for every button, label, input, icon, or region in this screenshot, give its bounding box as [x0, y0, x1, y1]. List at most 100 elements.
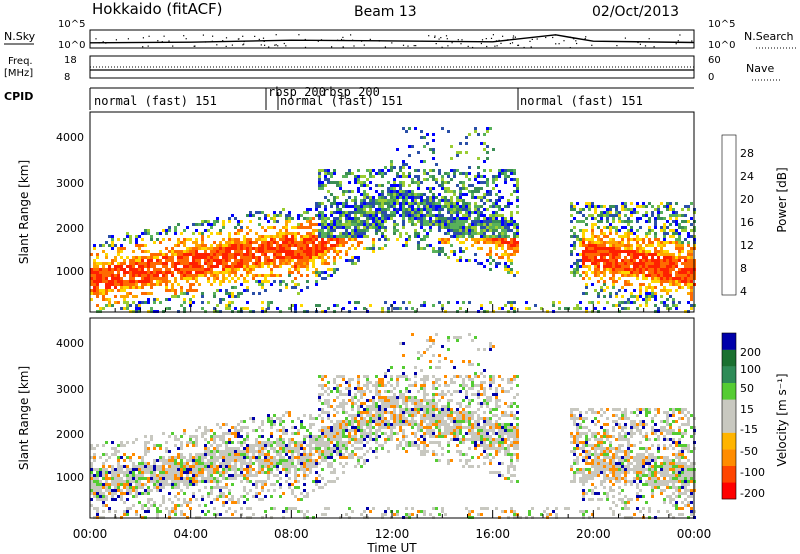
power-cell	[609, 238, 612, 241]
velocity-cell	[345, 402, 348, 405]
power-cell	[168, 268, 171, 271]
power-cell	[588, 238, 591, 241]
power-cell	[189, 271, 192, 274]
noise-sample-dot	[225, 45, 227, 47]
power-cell	[366, 247, 369, 250]
power-cell	[174, 253, 177, 256]
power-cell	[666, 307, 669, 310]
noise-sample-dot	[434, 36, 436, 38]
power-cell	[291, 271, 294, 274]
power-cell	[279, 235, 282, 238]
power-cell	[645, 256, 648, 259]
power-cell	[327, 169, 330, 172]
velocity-cell	[330, 420, 333, 423]
power-cell	[141, 244, 144, 247]
power-cell	[462, 199, 465, 202]
velocity-cell	[336, 435, 339, 438]
power-cell	[411, 217, 414, 220]
power-cell	[228, 295, 231, 298]
power-cell	[489, 256, 492, 259]
velocity-cell	[126, 468, 129, 471]
power-cell	[654, 232, 657, 235]
power-cell	[105, 289, 108, 292]
velocity-cell	[264, 441, 267, 444]
velocity-cell	[180, 435, 183, 438]
velocity-cell	[183, 501, 186, 504]
velocity-cell	[291, 462, 294, 465]
noise-sample-dot	[461, 39, 463, 41]
power-cell	[120, 265, 123, 268]
velocity-cell	[312, 447, 315, 450]
noise-sample-dot	[212, 35, 214, 37]
power-cell	[597, 244, 600, 247]
power-cell	[417, 235, 420, 238]
power-cell	[465, 226, 468, 229]
power-cell	[261, 280, 264, 283]
power-cell	[429, 169, 432, 172]
power-cell	[483, 235, 486, 238]
velocity-cell	[285, 462, 288, 465]
power-cell	[246, 232, 249, 235]
velocity-cell	[144, 447, 147, 450]
velocity-cell	[225, 486, 228, 489]
power-cell	[420, 214, 423, 217]
power-cell	[678, 235, 681, 238]
power-cell	[684, 205, 687, 208]
power-cell	[315, 244, 318, 247]
power-cell	[591, 262, 594, 265]
power-cell	[504, 304, 507, 307]
power-cell	[93, 268, 96, 271]
velocity-cell	[336, 375, 339, 378]
power-cell	[384, 235, 387, 238]
power-cell	[651, 274, 654, 277]
velocity-cell	[234, 465, 237, 468]
noise-sample-dot	[569, 47, 571, 49]
power-cell	[126, 265, 129, 268]
power-cell	[651, 211, 654, 214]
power-cell	[213, 271, 216, 274]
velocity-cell	[303, 435, 306, 438]
power-cell	[441, 205, 444, 208]
velocity-cell	[318, 480, 321, 483]
power-cell	[165, 259, 168, 262]
power-cell	[585, 283, 588, 286]
power-cell	[489, 169, 492, 172]
power-cell	[516, 178, 519, 181]
power-cell	[354, 220, 357, 223]
power-cell	[273, 253, 276, 256]
power-cell	[675, 214, 678, 217]
power-cell	[297, 232, 300, 235]
velocity-cell	[339, 438, 342, 441]
power-cell	[669, 283, 672, 286]
power-cell	[510, 307, 513, 310]
power-cell	[174, 292, 177, 295]
velocity-cell	[168, 510, 171, 513]
velocity-cell	[219, 438, 222, 441]
power-cell	[666, 277, 669, 280]
velocity-cell	[315, 471, 318, 474]
velocity-cell	[246, 447, 249, 450]
power-cell	[678, 280, 681, 283]
power-cell	[570, 214, 573, 217]
power-cell	[453, 229, 456, 232]
power-cell	[108, 301, 111, 304]
power-cell	[108, 271, 111, 274]
power-cell	[192, 247, 195, 250]
power-cell	[432, 169, 435, 172]
velocity-cell	[93, 456, 96, 459]
power-cell	[144, 262, 147, 265]
power-cell	[219, 259, 222, 262]
velocity-cell	[204, 432, 207, 435]
power-cell	[624, 289, 627, 292]
power-cell	[369, 187, 372, 190]
power-cell	[468, 178, 471, 181]
power-cell	[288, 256, 291, 259]
power-cell	[240, 256, 243, 259]
power-cell	[99, 277, 102, 280]
velocity-cell	[105, 453, 108, 456]
velocity-cell	[111, 471, 114, 474]
power-cell	[471, 235, 474, 238]
power-cell	[459, 211, 462, 214]
power-cell	[108, 286, 111, 289]
power-cell	[195, 268, 198, 271]
